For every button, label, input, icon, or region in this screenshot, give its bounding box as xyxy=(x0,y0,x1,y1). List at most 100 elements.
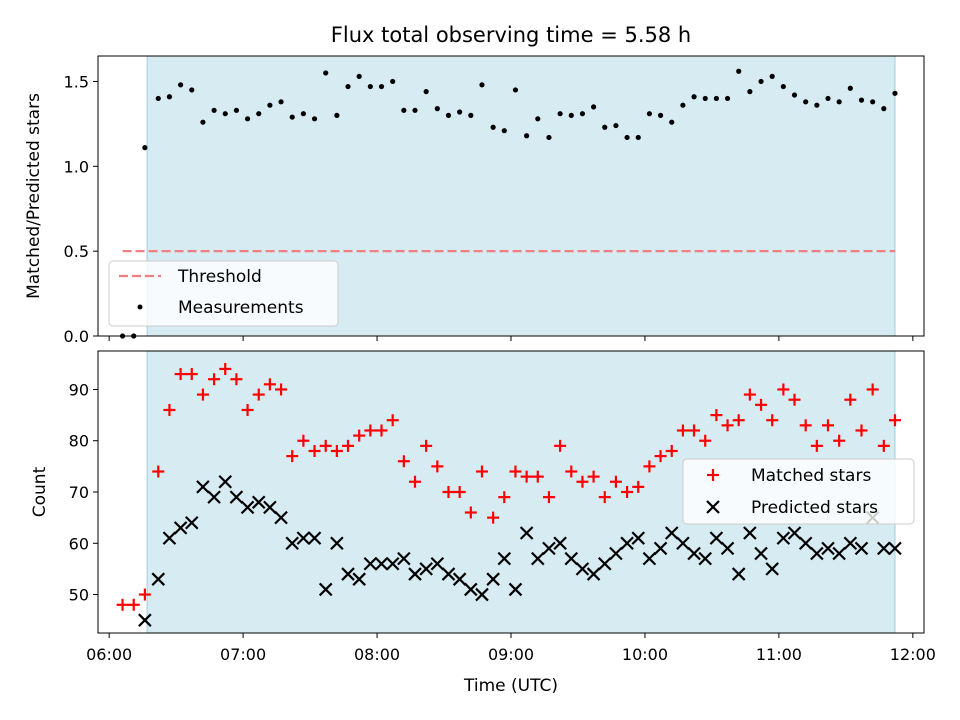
matched-stars-point xyxy=(308,444,321,457)
predicted-stars-point xyxy=(151,572,166,586)
matched-stars-point xyxy=(420,439,433,452)
predicted-stars-point xyxy=(810,546,824,561)
predicted-stars-point xyxy=(698,551,712,566)
matched-stars-point xyxy=(330,444,343,457)
predicted-stars-point xyxy=(653,541,668,556)
matched-stars-point xyxy=(576,475,589,488)
matched-stars-point xyxy=(263,378,276,391)
measurements-point xyxy=(613,122,619,129)
matched-stars-point xyxy=(844,393,857,406)
matched-stars-point xyxy=(487,511,500,524)
matched-stars-point xyxy=(297,434,310,447)
predicted-stars-point xyxy=(877,541,891,556)
x-tick-label: 12:00 xyxy=(890,645,936,664)
matched-stars-point xyxy=(822,419,835,432)
predicted-stars-point xyxy=(138,613,152,627)
matched-stars-point xyxy=(196,388,209,401)
y-tick-label: 70 xyxy=(69,483,89,502)
predicted-stars-point xyxy=(408,567,422,581)
predicted-stars-point xyxy=(519,526,534,540)
ratio-legend-box xyxy=(108,260,339,327)
predicted-stars-point xyxy=(575,562,590,576)
matched-stars-point xyxy=(554,439,567,452)
measurements-point xyxy=(546,134,552,141)
matched-stars-point xyxy=(252,388,265,401)
predicted-stars-point xyxy=(597,557,612,571)
measurements-point xyxy=(568,112,574,118)
predicted-stars-point xyxy=(854,541,869,556)
predicted-stars-point xyxy=(542,541,556,556)
measurements-point xyxy=(713,95,719,102)
matched-stars-point xyxy=(833,434,846,447)
matched-stars-point xyxy=(275,383,288,396)
measurements-point xyxy=(200,119,206,125)
ratio-legend: Threshold Measurements xyxy=(108,260,339,327)
measurements-point xyxy=(323,70,329,76)
matched-stars-point xyxy=(185,368,198,381)
predicted-stars-point xyxy=(798,536,813,551)
x-tick-label: 10:00 xyxy=(622,645,668,664)
y-tick-label: 50 xyxy=(69,586,89,605)
matched-stars-point xyxy=(688,424,701,437)
predicted-stars-point xyxy=(296,531,311,545)
predicted-stars-point xyxy=(196,480,210,494)
x-tick-label: 08:00 xyxy=(354,645,400,664)
predicted-stars-point xyxy=(620,536,634,551)
measurements-point xyxy=(724,95,731,102)
matched-stars-point xyxy=(743,388,756,401)
matched-stars-point xyxy=(498,491,511,504)
matched-stars-point xyxy=(621,486,634,498)
measurements-point xyxy=(445,112,452,118)
predicted-stars-point xyxy=(475,587,489,602)
matched-stars-point xyxy=(699,434,712,447)
matched-stars-point xyxy=(810,439,823,452)
measurements-point xyxy=(657,112,664,118)
matched-stars-point xyxy=(386,414,399,427)
measurements-point xyxy=(602,124,608,130)
matched-stars-point xyxy=(509,465,522,478)
matched-stars-point xyxy=(453,486,466,498)
matched-stars-point xyxy=(788,393,801,406)
x-axis-label: Time (UTC) xyxy=(463,676,558,696)
matched-stars-point xyxy=(643,460,656,473)
measurements-point xyxy=(803,99,809,105)
predicted-stars-point xyxy=(285,536,299,551)
matched-stars-point xyxy=(409,475,422,488)
count-y-axis-label: Count xyxy=(30,466,50,517)
predicted-stars-point xyxy=(218,474,233,489)
matched-stars-point xyxy=(464,506,477,519)
matched-stars-point xyxy=(431,460,444,473)
measurements-point xyxy=(334,112,340,118)
predicted-stars-point xyxy=(631,531,646,545)
count-legend-box xyxy=(682,458,915,525)
matched-stars-point xyxy=(676,424,689,437)
measurements-point xyxy=(378,83,385,90)
measurements-point xyxy=(233,107,240,113)
predicted-stars-point xyxy=(754,546,768,561)
measurements-point xyxy=(345,83,351,90)
predicted-stars-point xyxy=(843,536,858,551)
y-tick-label: 80 xyxy=(69,432,89,451)
predicted-stars-point xyxy=(564,551,579,566)
matched-stars-point xyxy=(877,439,890,452)
predicted-stars-point xyxy=(821,541,835,556)
measurements-legend-label: Measurements xyxy=(178,298,304,318)
predicted-stars-point xyxy=(687,546,701,561)
measurements-point xyxy=(222,111,228,117)
measurements-point xyxy=(189,87,195,93)
matched-stars-point xyxy=(342,439,355,452)
measurements-point xyxy=(289,114,295,120)
measurements-point xyxy=(881,106,887,112)
predicted-stars-point xyxy=(464,582,478,597)
measurements-point xyxy=(646,111,653,117)
measurements-point xyxy=(367,83,373,90)
predicted-stars-point xyxy=(330,536,344,551)
predicted-stars-point xyxy=(374,557,389,571)
matched-stars-point xyxy=(520,470,533,483)
measurements-point xyxy=(814,102,820,108)
measurements-point xyxy=(624,134,630,141)
chart-title: Flux total observing time = 5.58 h xyxy=(331,23,691,47)
matched-stars-point xyxy=(241,403,254,416)
predicted-stars-point xyxy=(486,572,500,586)
